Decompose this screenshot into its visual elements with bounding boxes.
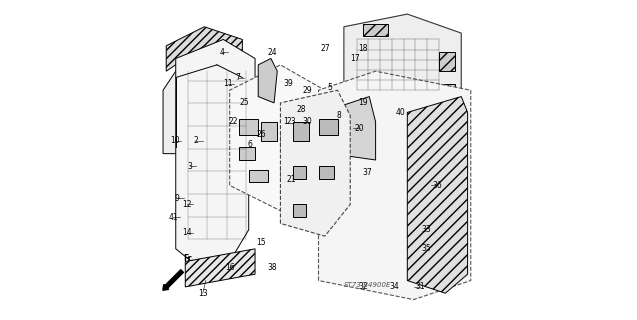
Text: 21: 21 [287, 174, 296, 184]
Text: 40: 40 [396, 108, 406, 117]
Text: 37: 37 [363, 168, 373, 177]
Text: 7: 7 [235, 73, 240, 82]
Bar [318, 119, 338, 135]
Bar [299, 125, 315, 141]
Polygon shape [176, 39, 255, 261]
Text: 30: 30 [303, 117, 312, 126]
Text: 41: 41 [168, 212, 178, 222]
Text: 12: 12 [182, 200, 192, 209]
Text: 23: 23 [287, 117, 296, 126]
Text: 10: 10 [170, 136, 180, 146]
Bar [439, 52, 455, 71]
Polygon shape [331, 97, 376, 160]
Polygon shape [280, 90, 350, 236]
Text: Fr.: Fr. [183, 254, 194, 263]
Text: 14: 14 [182, 228, 192, 237]
Polygon shape [318, 71, 471, 300]
Text: 6: 6 [248, 140, 253, 148]
Text: 28: 28 [296, 105, 306, 114]
Bar [240, 147, 255, 160]
Text: 5: 5 [327, 83, 332, 92]
Text: 4: 4 [219, 48, 224, 57]
Text: 29: 29 [303, 86, 312, 95]
Text: 18: 18 [358, 44, 368, 53]
Bar [248, 170, 268, 182]
Bar [280, 166, 296, 179]
Bar [363, 24, 389, 36]
Text: 11: 11 [224, 79, 233, 88]
Polygon shape [185, 249, 255, 287]
Text: 8: 8 [337, 111, 341, 120]
Text: 9: 9 [175, 194, 180, 203]
Bar [439, 84, 455, 103]
Bar [318, 166, 334, 179]
Polygon shape [230, 65, 325, 211]
Text: 34: 34 [390, 282, 399, 292]
Text: 2: 2 [194, 136, 199, 146]
Text: ST73-B4900E: ST73-B4900E [344, 283, 391, 288]
Polygon shape [163, 59, 248, 154]
Text: 39: 39 [283, 79, 293, 88]
Bar [293, 204, 306, 217]
Text: 25: 25 [239, 99, 249, 108]
Text: 32: 32 [358, 282, 368, 292]
Text: 22: 22 [228, 117, 238, 126]
Bar [280, 132, 299, 147]
Text: 38: 38 [268, 263, 277, 272]
Text: 15: 15 [257, 238, 266, 247]
Text: 31: 31 [415, 282, 425, 292]
Text: 35: 35 [422, 244, 431, 253]
Polygon shape [344, 14, 461, 122]
Text: 33: 33 [422, 225, 431, 234]
Text: 20: 20 [355, 124, 364, 133]
Text: 26: 26 [257, 130, 266, 139]
Text: 19: 19 [358, 99, 368, 108]
Text: 3: 3 [187, 162, 192, 171]
Text: 17: 17 [350, 54, 360, 63]
Polygon shape [258, 59, 277, 103]
Text: 13: 13 [198, 289, 208, 298]
Text: 27: 27 [320, 44, 330, 53]
Text: 24: 24 [268, 48, 277, 57]
Text: 16: 16 [225, 263, 234, 272]
Polygon shape [166, 27, 242, 71]
Bar [293, 122, 309, 141]
Bar [293, 166, 306, 179]
Polygon shape [407, 97, 468, 293]
Bar [240, 119, 258, 135]
Text: 36: 36 [433, 181, 442, 190]
FancyArrow shape [163, 270, 183, 290]
Bar [261, 122, 277, 141]
Text: 1: 1 [283, 117, 287, 126]
